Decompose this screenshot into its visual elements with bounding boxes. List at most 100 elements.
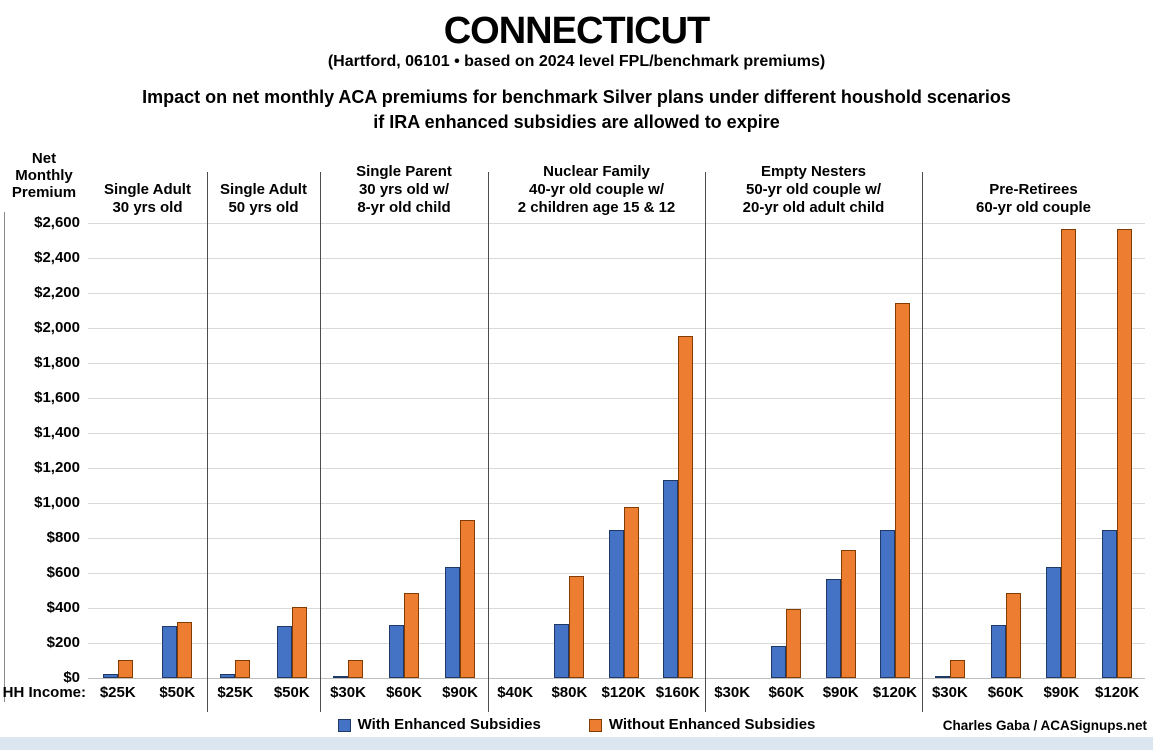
bar-without-subsidies xyxy=(677,336,693,678)
panel-header: Single Adult 50 yrs old xyxy=(207,145,320,217)
bar-with-subsidies xyxy=(333,676,348,678)
panel-header-line: Empty Nesters xyxy=(760,163,867,180)
category-slot: $120K xyxy=(1089,223,1145,706)
category-slot: $60K xyxy=(978,223,1034,706)
gridline xyxy=(88,257,1145,259)
panel-header: Single Adult 30 yrs old xyxy=(88,145,207,217)
panel-separator xyxy=(704,172,706,712)
legend: With Enhanced Subsidies Without Enhanced… xyxy=(0,717,1153,733)
category-slot: $50K xyxy=(264,223,321,706)
gridline xyxy=(88,222,1145,224)
bar-pair xyxy=(662,223,693,678)
bar-without-subsidies xyxy=(894,303,910,678)
income-tick-label: $120K xyxy=(872,684,917,701)
income-tick-label: $25K xyxy=(99,684,136,701)
bar-with-subsidies xyxy=(162,626,178,678)
bar-with-subsidies xyxy=(102,674,118,678)
bar-pair xyxy=(1102,223,1133,678)
panel-header-line: Single Adult xyxy=(104,181,191,198)
category-slot: $90K xyxy=(814,223,868,706)
legend-item-without-subsidies: Without Enhanced Subsidies xyxy=(588,716,816,733)
legend-item-with-subsidies: With Enhanced Subsidies xyxy=(337,717,541,733)
y-tick-label: $0 xyxy=(63,669,80,686)
y-tick-label: $2,400 xyxy=(34,249,80,266)
bar-with-subsidies xyxy=(934,676,950,678)
x-axis-baseline xyxy=(88,677,1145,679)
title-block: CONNECTICUT (Hartford, 06101 • based on … xyxy=(0,0,1153,135)
category-slot: $120K xyxy=(868,223,922,706)
panel-header-line: 50-yr old couple w/ xyxy=(745,181,882,198)
bar-pair xyxy=(445,223,475,678)
category-slot: $25K xyxy=(207,223,264,706)
bar-without-subsidies xyxy=(840,550,856,678)
y-axis-title: Net Monthly Premium xyxy=(11,150,77,201)
panel-separator xyxy=(206,172,208,712)
bar-pair xyxy=(879,223,910,678)
bar-pair xyxy=(990,223,1021,678)
bar-with-subsidies xyxy=(389,625,404,678)
panel-header: Nuclear Family 40-yr old couple w/2 child… xyxy=(488,145,705,217)
category-slot: $120K xyxy=(597,223,651,706)
income-tick-label: $50K xyxy=(273,684,310,701)
bar-without-subsidies xyxy=(291,607,307,678)
y-tick-label: $1,800 xyxy=(34,354,80,371)
income-tick-label: $30K xyxy=(714,684,751,701)
panel-header-line: 8-yr old child xyxy=(357,199,451,216)
panel-header-line: 2 children age 15 & 12 xyxy=(517,199,676,216)
income-tick-label: $90K xyxy=(822,684,859,701)
bar-pair xyxy=(771,223,802,678)
income-tick-label: $40K xyxy=(497,684,534,701)
y-tick-label: $600 xyxy=(46,564,80,581)
category-slot: $50K xyxy=(148,223,208,706)
gridline xyxy=(88,397,1145,399)
panel-header-line: 60-yr old couple xyxy=(975,199,1092,216)
x-axis-title: HH Income: xyxy=(2,684,86,701)
bar-with-subsidies xyxy=(608,530,624,678)
bar-without-subsidies xyxy=(623,507,639,678)
bar-with-subsidies xyxy=(879,530,895,678)
legend-swatch-without-subsidies xyxy=(588,718,602,732)
bar-with-subsidies xyxy=(445,567,460,678)
panel-header-line: 20-yr old adult child xyxy=(742,199,885,216)
category-slot: $90K xyxy=(432,223,488,706)
legend-label-without-subsidies: Without Enhanced Subsidies xyxy=(608,716,816,733)
bar-with-subsidies xyxy=(662,480,678,678)
income-tick-label: $25K xyxy=(217,684,254,701)
panel-header-line: Nuclear Family xyxy=(543,163,650,180)
y-tick-label: $2,000 xyxy=(34,319,80,336)
gridline xyxy=(88,502,1145,504)
y-tick-label: $1,200 xyxy=(34,459,80,476)
category-slot: $30K xyxy=(705,223,759,706)
gridline xyxy=(88,432,1145,434)
panel: $30K $60K $90K xyxy=(320,223,488,706)
legend-swatch-with-subsidies xyxy=(337,718,351,732)
category-slot: $25K xyxy=(88,223,148,706)
bar-pair xyxy=(608,223,639,678)
panel: $30K $60K $90K $120K xyxy=(705,223,922,706)
gridline xyxy=(88,362,1145,364)
income-tick-label: $30K xyxy=(931,684,968,701)
bar-without-subsidies xyxy=(786,609,802,678)
bar-without-subsidies xyxy=(1061,229,1077,678)
bottom-band xyxy=(0,737,1153,750)
gridline xyxy=(88,292,1145,294)
income-tick-label: $60K xyxy=(987,684,1024,701)
income-tick-label: $90K xyxy=(442,684,478,701)
income-tick-label: $60K xyxy=(386,684,422,701)
income-tick-label: $80K xyxy=(551,684,588,701)
y-tick-label: $200 xyxy=(46,634,80,651)
bar-with-subsidies xyxy=(276,626,292,678)
y-tick-label: $2,200 xyxy=(34,284,80,301)
y-tick-label: $1,600 xyxy=(34,389,80,406)
bar-without-subsidies xyxy=(949,660,965,678)
bar-with-subsidies xyxy=(990,625,1006,678)
category-slot: $160K xyxy=(651,223,705,706)
bar-pair xyxy=(389,223,419,678)
chart-description-line2: if IRA enhanced subsidies are allowed to… xyxy=(373,112,780,132)
income-tick-label: $60K xyxy=(768,684,805,701)
credit-attribution: Charles Gaba / ACASignups.net xyxy=(942,718,1147,733)
income-tick-label: $120K xyxy=(601,684,646,701)
chart-title: CONNECTICUT xyxy=(443,10,711,52)
y-tick-label: $2,600 xyxy=(34,214,80,231)
